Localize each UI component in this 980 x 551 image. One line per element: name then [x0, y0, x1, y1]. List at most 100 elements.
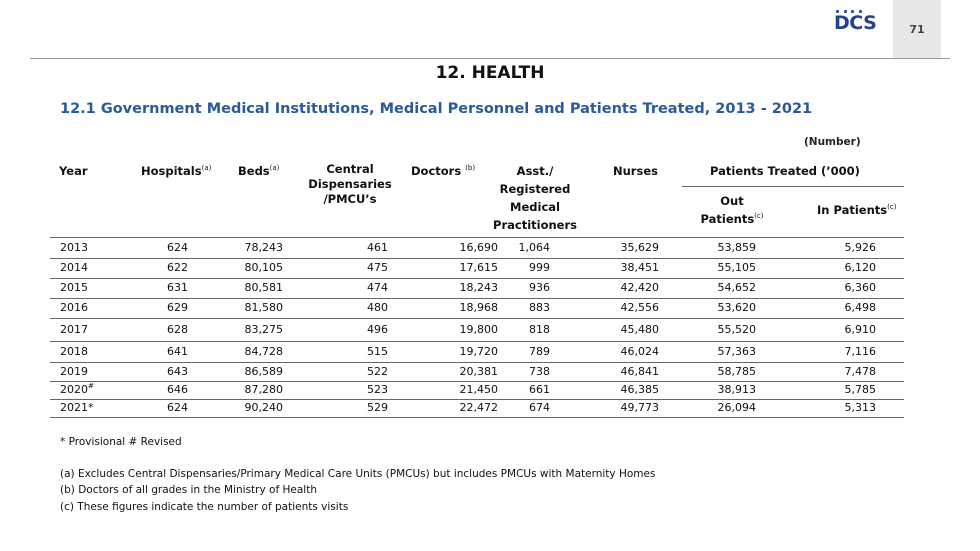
- cell-doctors: 18,968: [459, 301, 499, 314]
- page-number: 71: [893, 0, 941, 58]
- cell-asst: 936: [529, 281, 550, 294]
- cell-hospitals: 629: [167, 301, 188, 314]
- header-out-patients: Out Patients(c): [700, 194, 764, 226]
- cell-beds: 90,240: [244, 401, 284, 414]
- cell-beds: 80,105: [244, 261, 284, 274]
- cell-in: 5,313: [844, 401, 877, 414]
- cell-hospitals: 628: [167, 323, 188, 336]
- header-central-dispensaries: Central Dispensaries /PMCU’s: [308, 162, 392, 206]
- footnote-a: (a) Excludes Central Dispensaries/Primar…: [60, 468, 656, 480]
- cell-out: 57,363: [717, 345, 757, 358]
- cell-central: 474: [367, 281, 388, 294]
- cell-asst: 818: [529, 323, 550, 336]
- cell-nurses: 38,451: [620, 261, 660, 274]
- cell-asst: 674: [529, 401, 550, 414]
- header-patients-treated: Patients Treated (’000): [710, 164, 860, 178]
- cell-out: 58,785: [717, 365, 757, 378]
- header-asst-registered-medical-practitioners: Asst./ Registered Medical Practitioners: [493, 164, 577, 232]
- footnote-b: (b) Doctors of all grades in the Ministr…: [60, 484, 317, 496]
- cell-beds: 87,280: [244, 383, 284, 396]
- cell-year: 2018: [60, 345, 88, 358]
- cell-beds: 84,728: [244, 345, 284, 358]
- cell-hospitals: 631: [167, 281, 188, 294]
- cell-nurses: 45,480: [620, 323, 660, 336]
- cell-nurses: 49,773: [620, 401, 660, 414]
- cell-year: 2020#: [60, 382, 94, 397]
- cell-nurses: 35,629: [620, 241, 660, 254]
- cell-year: 2014: [60, 261, 88, 274]
- table-title: 12.1 Government Medical Institutions, Me…: [60, 101, 813, 117]
- cell-in: 5,785: [844, 383, 877, 396]
- cell-beds: 81,580: [244, 301, 284, 314]
- cell-year: 2017: [60, 323, 88, 336]
- table-row: 2021* 624 90,240 529 22,472 674 49,773 26,094 5,…: [50, 399, 904, 418]
- cell-central: 523: [367, 383, 388, 396]
- table-row: 2018 641 84,728 515 19,720 789 46,024 57,363 7,1…: [50, 341, 904, 363]
- cell-doctors: 20,381: [459, 365, 499, 378]
- cell-hospitals: 641: [167, 345, 188, 358]
- header-beds: Beds(a): [238, 164, 280, 178]
- table-row: 2014 622 80,105 475 17,615 999 38,451 55,105 6,1…: [50, 258, 904, 279]
- table-row: 2015 631 80,581 474 18,243 936 42,420 54,652 6,3…: [50, 278, 904, 299]
- cell-nurses: 46,841: [620, 365, 660, 378]
- header-nurses: Nurses: [613, 164, 658, 178]
- table-row: 2017 628 83,275 496 19,800 818 45,480 55,520 6,9…: [50, 318, 904, 342]
- logo-dots: [836, 10, 862, 14]
- header-bottom-rule: [50, 237, 904, 238]
- cell-central: 480: [367, 301, 388, 314]
- cell-year: 2021*: [60, 401, 94, 414]
- cell-central: 461: [367, 241, 388, 254]
- cell-doctors: 19,720: [459, 345, 499, 358]
- header-in-patients: In Patients(c): [817, 203, 897, 217]
- cell-hospitals: 643: [167, 365, 188, 378]
- cell-doctors: 21,450: [459, 383, 499, 396]
- cell-beds: 80,581: [244, 281, 284, 294]
- cell-year: 2016: [60, 301, 88, 314]
- cell-out: 53,620: [717, 301, 757, 314]
- cell-doctors: 17,615: [459, 261, 499, 274]
- cell-nurses: 42,420: [620, 281, 660, 294]
- cell-out: 54,652: [717, 281, 757, 294]
- table-row: 2013 624 78,243 461 16,690 1,064 35,629 53,859 5…: [50, 238, 904, 259]
- cell-central: 475: [367, 261, 388, 274]
- logo-text: DCS: [834, 12, 877, 34]
- cell-asst: 738: [529, 365, 550, 378]
- cell-nurses: 46,024: [620, 345, 660, 358]
- cell-nurses: 46,385: [620, 383, 660, 396]
- cell-year: 2013: [60, 241, 88, 254]
- cell-in: 7,116: [844, 345, 877, 358]
- cell-in: 5,926: [844, 241, 877, 254]
- cell-doctors: 22,472: [459, 401, 499, 414]
- cell-asst: 1,064: [518, 241, 551, 254]
- header-year: Year: [59, 164, 88, 178]
- cell-hospitals: 646: [167, 383, 188, 396]
- cell-beds: 78,243: [244, 241, 284, 254]
- cell-out: 55,520: [717, 323, 757, 336]
- cell-out: 53,859: [717, 241, 757, 254]
- header-doctors: Doctors (b): [411, 164, 476, 178]
- cell-out: 38,913: [717, 383, 757, 396]
- cell-central: 529: [367, 401, 388, 414]
- footnote-c: (c) These figures indicate the number of…: [60, 501, 349, 513]
- chapter-title: 12. HEALTH: [435, 63, 545, 83]
- patients-group-underline: [682, 186, 904, 187]
- cell-asst: 661: [529, 383, 550, 396]
- cell-year-mark: #: [88, 382, 94, 390]
- cell-in: 6,120: [844, 261, 877, 274]
- cell-in: 7,478: [844, 365, 877, 378]
- header-hospitals: Hospitals(a): [141, 164, 212, 178]
- cell-beds: 83,275: [244, 323, 284, 336]
- cell-central: 515: [367, 345, 388, 358]
- cell-doctors: 16,690: [459, 241, 499, 254]
- table-row: 2020# 646 87,280 523 21,450 661 46,385 38,913 5,…: [50, 381, 904, 400]
- header-divider: [30, 58, 950, 59]
- cell-year: 2019: [60, 365, 88, 378]
- cell-hospitals: 624: [167, 241, 188, 254]
- unit-note: (Number): [804, 136, 861, 148]
- cell-in: 6,910: [844, 323, 877, 336]
- cell-asst: 883: [529, 301, 550, 314]
- cell-asst: 789: [529, 345, 550, 358]
- cell-out: 26,094: [717, 401, 757, 414]
- cell-central: 496: [367, 323, 388, 336]
- table-row: 2019 643 86,589 522 20,381 738 46,841 58,785 7,4…: [50, 362, 904, 382]
